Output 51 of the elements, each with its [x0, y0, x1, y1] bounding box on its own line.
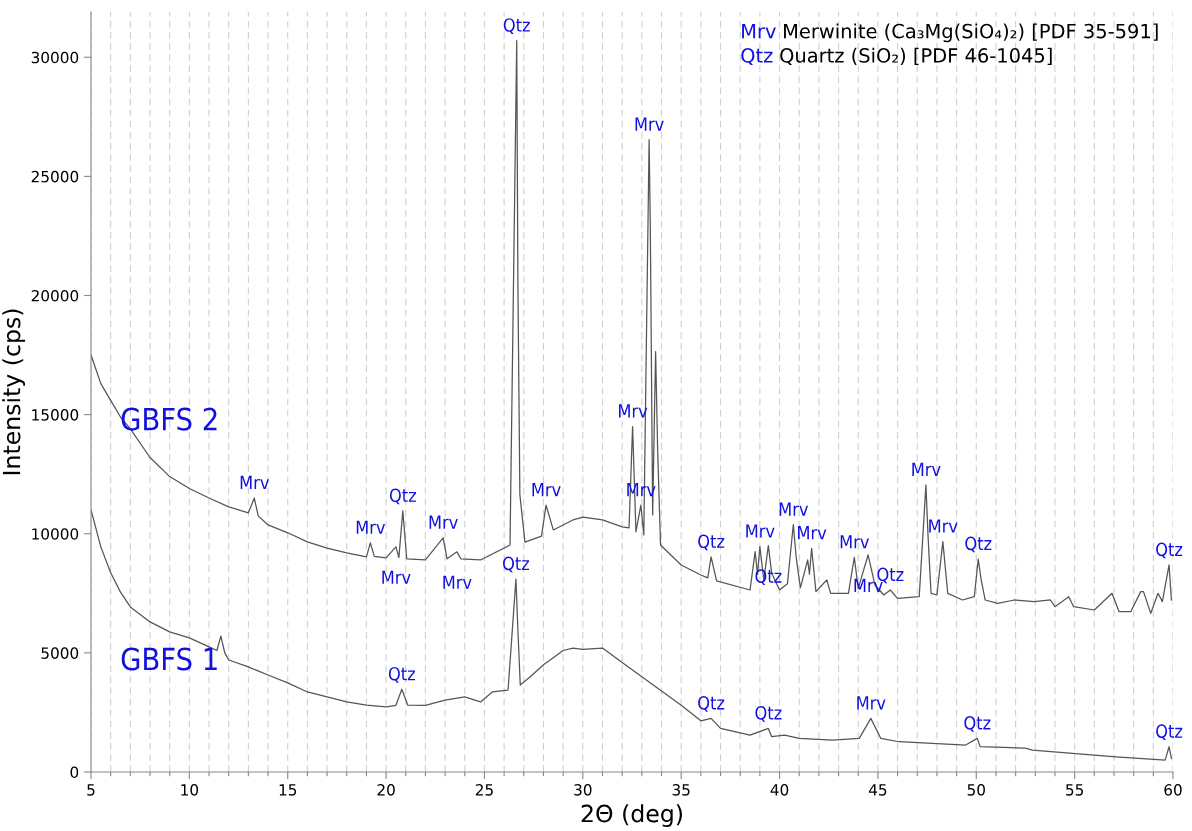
annotation: Mrv [779, 502, 808, 516]
x-tick-label: 20 [377, 784, 395, 796]
annotation: Qtz [503, 18, 530, 34]
annotation: Qtz [755, 705, 782, 722]
annotation: Mrv [532, 482, 561, 497]
annotation: Qtz [698, 534, 725, 551]
x-tick-label: 35 [672, 784, 690, 796]
annotation: Qtz [1156, 724, 1183, 741]
annotation: Qtz [965, 536, 992, 553]
annotation: Mrv [798, 526, 827, 540]
annotation: Qtz [698, 695, 725, 712]
annotation: Mrv [356, 520, 386, 534]
y-tick-label: 10000 [32, 528, 79, 540]
annotation: Qtz [503, 556, 530, 573]
annotation: Qtz Quartz (SiO₂) [PDF 46-1045] [741, 47, 1052, 66]
annotation: Qtz [755, 569, 782, 585]
annotation: Qtz [964, 715, 991, 732]
series-label: GBFS 1 [121, 647, 217, 671]
x-tick-label: 50 [967, 784, 985, 796]
x-tick-label: 40 [770, 784, 789, 796]
y-tick-label: 15000 [32, 409, 79, 421]
annotation: Qtz [1156, 542, 1183, 559]
x-tick-label: 15 [279, 784, 297, 796]
y-tick-label: 5000 [41, 647, 79, 659]
x-tick-label: 60 [1164, 784, 1182, 796]
annotation: Mrv [240, 475, 269, 489]
annotation: Mrv [840, 535, 869, 549]
x-tick-label: 10 [181, 784, 199, 796]
annotation: Mrv [929, 519, 958, 533]
annotation: Mrv [443, 575, 472, 589]
x-tick-label: 45 [868, 784, 887, 796]
annotation: Mrv [857, 696, 886, 710]
annotation: Mrv [382, 570, 411, 584]
y-tick-label: 20000 [31, 289, 79, 302]
x-axis-title: 2Θ (deg) [581, 804, 682, 827]
annotation: Mrv Merwinite (Ca₃Mg(SiO₄)₂) [PDF 35-591] [742, 23, 1158, 43]
annotation: Qtz [388, 666, 415, 683]
series-label: GBFS 2 [121, 407, 217, 431]
y-tick-label: 30000 [31, 51, 79, 64]
annotation: Mrv [912, 462, 941, 476]
annotation: Mrv [746, 524, 775, 538]
y-tick-label: 0 [70, 766, 79, 779]
x-tick-label: 30 [574, 784, 592, 796]
x-tick-label: 25 [475, 784, 493, 796]
y-tick-label: 25000 [31, 170, 79, 183]
x-tick-label: 5 [87, 784, 95, 796]
annotation: Mrv [635, 117, 664, 131]
annotation: Qtz [389, 488, 416, 505]
annotation: Mrv [429, 515, 458, 529]
y-axis-title: Intensity (cps) [2, 309, 26, 475]
x-tick-label: 55 [1066, 784, 1084, 796]
